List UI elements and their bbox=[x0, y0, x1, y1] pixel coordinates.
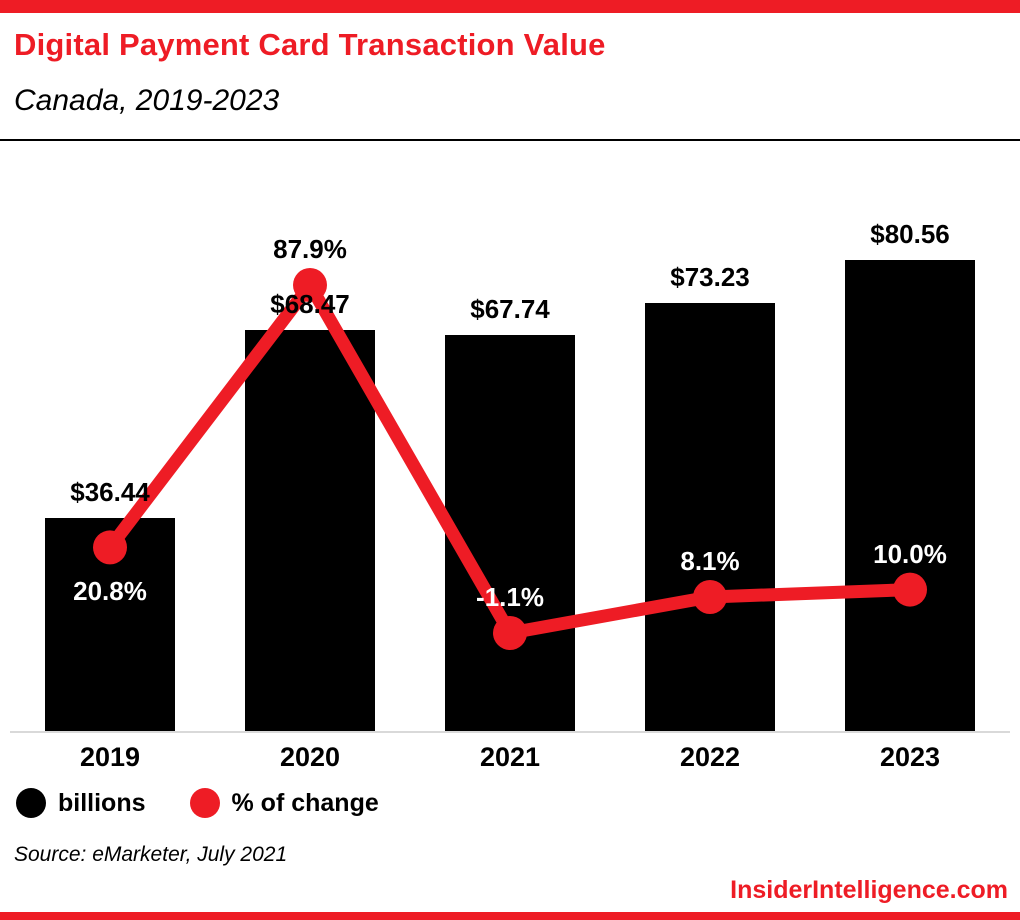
bar bbox=[845, 260, 975, 731]
x-axis-label: 2021 bbox=[479, 742, 541, 772]
legend-label: billions bbox=[58, 788, 146, 817]
pct-label: 8.1% bbox=[680, 546, 740, 576]
bar-value-label: $73.23 bbox=[670, 262, 750, 292]
bar-value-label: $36.44 bbox=[70, 477, 150, 507]
bar-value-label: $68.47 bbox=[270, 289, 350, 319]
bar-value-label: $67.74 bbox=[470, 294, 550, 324]
legend-item: billions bbox=[16, 788, 146, 818]
line-point bbox=[493, 616, 527, 650]
bar bbox=[245, 330, 375, 731]
bar-value-label: $80.56 bbox=[870, 219, 950, 249]
chart-title: Digital Payment Card Transaction Value bbox=[14, 27, 606, 62]
x-axis-label: 2019 bbox=[79, 742, 141, 772]
x-axis-baseline bbox=[10, 731, 1010, 733]
legend-swatch bbox=[16, 788, 46, 818]
pct-label: 87.9% bbox=[273, 234, 347, 264]
line-point bbox=[293, 268, 327, 302]
chart-legend: billions % of change bbox=[16, 788, 379, 818]
legend-swatch bbox=[189, 788, 220, 818]
bar bbox=[445, 335, 575, 731]
bar-line-chart: $36.44 $68.47 $67.74 $73.23 $80.56 20.8% 87.9%… bbox=[0, 180, 1020, 780]
legend-label: % of change bbox=[231, 788, 379, 817]
pct-label: 20.8% bbox=[73, 576, 147, 606]
trend-line-layer bbox=[93, 268, 927, 650]
title-divider bbox=[0, 139, 1020, 141]
x-axis-label: 2023 bbox=[879, 742, 941, 772]
x-axis-label: 2020 bbox=[279, 742, 341, 772]
line-point bbox=[93, 530, 127, 565]
bottom-accent-bar bbox=[0, 912, 1020, 920]
site-credit: InsiderIntelligence.com bbox=[730, 876, 1008, 904]
x-axis-label: 2022 bbox=[679, 742, 741, 772]
pct-label: 10.0% bbox=[873, 539, 947, 569]
line-point bbox=[693, 580, 727, 614]
top-accent-bar bbox=[0, 0, 1020, 13]
line-point bbox=[893, 572, 927, 607]
legend-item: % of change bbox=[189, 788, 379, 818]
bar bbox=[645, 303, 775, 731]
pct-label: -1.1% bbox=[476, 582, 544, 612]
chart-subtitle: Canada, 2019-2023 bbox=[14, 84, 280, 117]
source-note: Source: eMarketer, July 2021 bbox=[14, 843, 288, 866]
